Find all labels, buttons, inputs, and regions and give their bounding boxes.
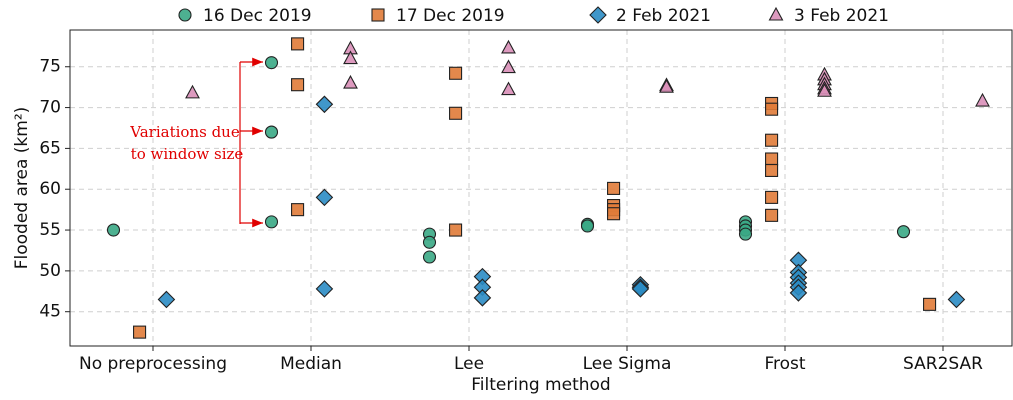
point: [315, 188, 334, 207]
y-tick-label: 70: [39, 98, 61, 118]
y-tick-label: 45: [39, 302, 61, 322]
point: [501, 39, 516, 54]
legend-label: 17 Dec 2019: [396, 6, 505, 26]
point: [765, 208, 779, 222]
point: [449, 223, 463, 237]
point: [817, 83, 832, 97]
point: [896, 225, 911, 239]
point: [589, 6, 607, 24]
annotation-text: to window size: [131, 145, 244, 163]
legend-item: 2 Feb 2021: [589, 6, 711, 26]
point: [449, 66, 463, 80]
x-tick-label: No preprocessing: [79, 354, 227, 374]
point: [422, 235, 437, 249]
point: [607, 207, 621, 221]
point: [343, 74, 358, 89]
plot-frame: [69, 29, 1013, 347]
y-tick-label: 60: [39, 179, 61, 199]
x-axis-label: Filtering method: [471, 375, 610, 395]
legend-label: 2 Feb 2021: [616, 6, 711, 26]
point: [789, 284, 808, 302]
point: [157, 290, 176, 309]
point: [264, 215, 279, 229]
point: [975, 92, 990, 107]
point: [264, 56, 279, 70]
x-tick-label: Lee Sigma: [583, 354, 672, 374]
point: [422, 250, 437, 264]
point: [765, 133, 779, 147]
point: [371, 8, 385, 22]
point: [768, 6, 784, 21]
point: [607, 181, 621, 195]
point: [291, 37, 305, 51]
point: [765, 152, 779, 166]
point: [765, 190, 779, 204]
point: [343, 50, 358, 65]
point: [315, 280, 334, 298]
point: [631, 280, 650, 298]
legend-label: 16 Dec 2019: [203, 6, 312, 26]
point: [315, 95, 334, 114]
point: [738, 227, 753, 241]
point: [501, 59, 516, 74]
point: [659, 79, 674, 93]
point: [473, 289, 492, 307]
point: [133, 325, 147, 339]
y-tick-label: 65: [39, 138, 61, 158]
point: [947, 290, 966, 309]
y-axis-label: Flooded area (km²): [12, 107, 32, 270]
x-tick-label: SAR2SAR: [903, 354, 983, 374]
point: [106, 223, 121, 237]
legend-item: 17 Dec 2019: [371, 6, 505, 26]
y-tick-label: 55: [39, 220, 61, 240]
point: [501, 81, 516, 96]
point: [178, 8, 192, 22]
legend-item: 16 Dec 2019: [178, 6, 312, 26]
point: [923, 297, 937, 311]
point: [185, 84, 200, 99]
point: [765, 163, 779, 177]
annotation: Variations due to window size: [129, 57, 263, 228]
annotation-text: Variations due: [129, 123, 240, 141]
y-tick-label: 50: [39, 261, 61, 281]
point: [580, 219, 595, 233]
legend-label: 3 Feb 2021: [794, 6, 889, 26]
x-tick-label: Frost: [764, 354, 805, 374]
point: [264, 125, 279, 139]
x-tick-label: Lee: [454, 354, 484, 374]
x-tick-label: Median: [280, 354, 342, 374]
y-tick-label: 75: [39, 57, 61, 77]
point: [765, 102, 779, 116]
legend-item: 3 Feb 2021: [768, 6, 889, 26]
point: [449, 106, 463, 120]
point: [291, 78, 305, 92]
point: [291, 203, 305, 217]
